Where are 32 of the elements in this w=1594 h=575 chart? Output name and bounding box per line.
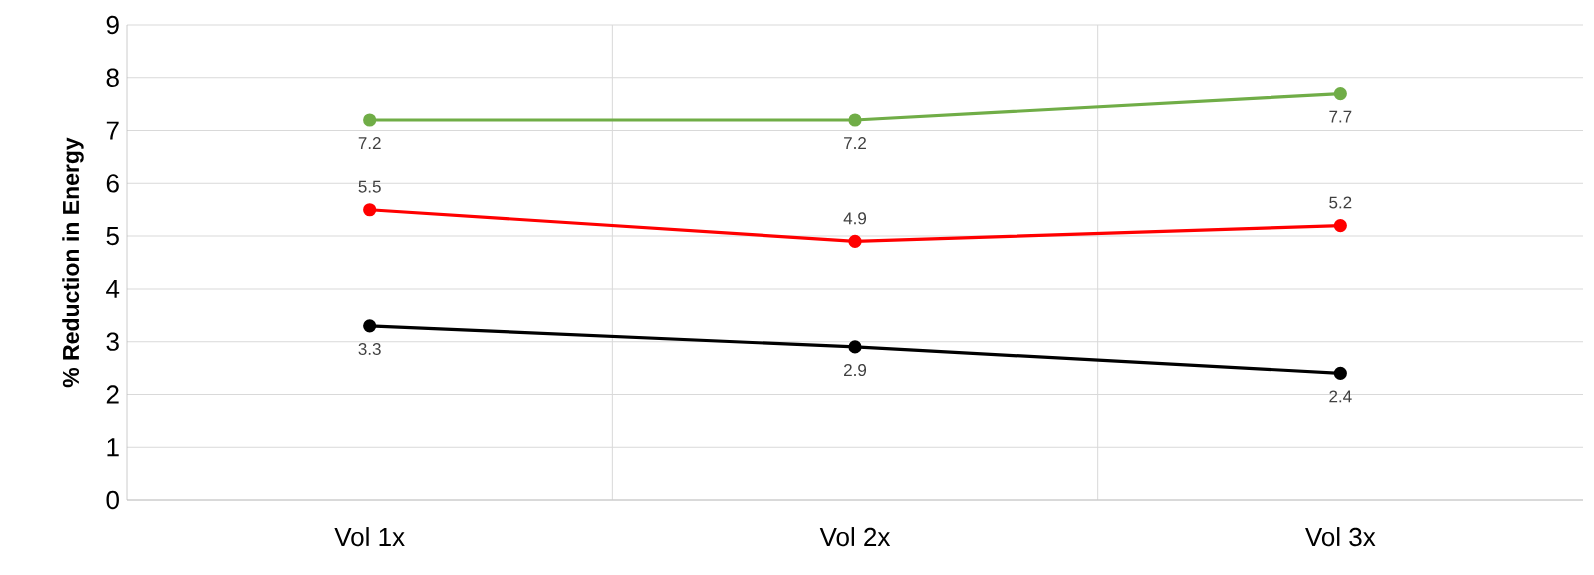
y-tick-label: 4 bbox=[106, 279, 120, 298]
y-tick-label: 6 bbox=[106, 174, 119, 193]
point bbox=[848, 234, 862, 248]
data-label: 3.3 bbox=[358, 342, 381, 355]
data-label: 7.2 bbox=[358, 137, 381, 149]
point bbox=[363, 113, 377, 127]
x-tick-label: Vol 2x bbox=[819, 527, 891, 547]
point bbox=[1333, 87, 1347, 101]
x-tick-label: Vol 3x bbox=[1305, 527, 1376, 547]
point bbox=[1333, 218, 1347, 233]
y-tick-label: 7 bbox=[106, 121, 119, 140]
point bbox=[363, 203, 377, 217]
point bbox=[848, 113, 862, 127]
data-label: 5.2 bbox=[1329, 196, 1352, 209]
point bbox=[1333, 366, 1347, 380]
data-label: 5.5 bbox=[358, 180, 381, 193]
y-tick-label: 9 bbox=[106, 15, 119, 35]
x-tick-label: Vol 1x bbox=[334, 527, 405, 547]
y-tick-label: 0 bbox=[106, 490, 119, 510]
y-tick-label: 5 bbox=[106, 227, 119, 246]
point bbox=[363, 319, 377, 333]
point bbox=[848, 340, 862, 354]
data-label: 2.9 bbox=[844, 364, 867, 377]
data-label: 4.9 bbox=[843, 212, 867, 225]
data-label: 7.7 bbox=[1329, 110, 1352, 123]
y-axis-title: % Reduction in Energy bbox=[62, 137, 84, 388]
data-label: 7.2 bbox=[844, 137, 866, 149]
y-tick-label: 3 bbox=[106, 332, 119, 351]
y-tick-label: 8 bbox=[106, 68, 119, 87]
data-label: 2.4 bbox=[1329, 390, 1352, 403]
y-tick-label: 2 bbox=[106, 385, 119, 404]
y-tick-label: 1 bbox=[107, 438, 119, 457]
